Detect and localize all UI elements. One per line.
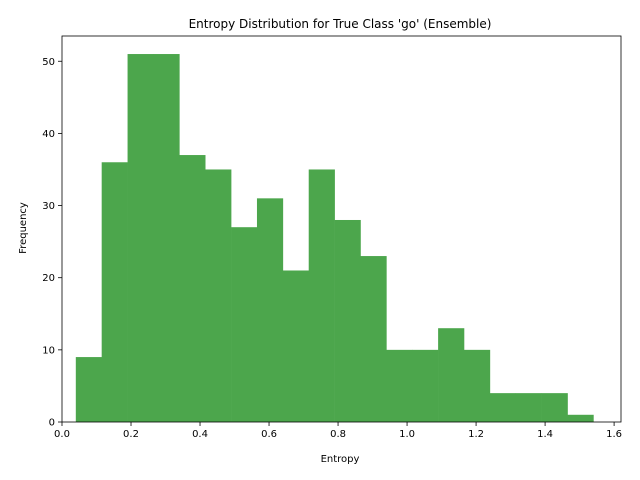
plot-frame: [61, 35, 622, 423]
histogram-bar: [231, 227, 258, 422]
histogram-bar: [463, 349, 491, 422]
x-tick-label: 0.0: [54, 429, 70, 440]
histogram-bar: [153, 54, 180, 422]
histogram-bar: [412, 349, 439, 422]
histogram-bar: [386, 349, 413, 422]
x-tick-label: 1.0: [399, 429, 415, 440]
histogram-bar: [75, 357, 102, 422]
chart-title: Entropy Distribution for True Class 'go'…: [189, 17, 492, 31]
y-tick-label: 40: [42, 129, 55, 140]
histogram-bar: [282, 270, 310, 422]
y-tick-label: 50: [42, 57, 55, 68]
y-tick-label: 20: [42, 273, 55, 284]
histogram-bar: [205, 169, 232, 422]
histogram-bar: [567, 414, 594, 422]
x-tick-label: 1.2: [468, 429, 484, 440]
x-tick-label: 0.6: [261, 429, 277, 440]
x-tick-label: 0.8: [330, 429, 346, 440]
y-tick-label: 10: [42, 345, 55, 356]
histogram-bar: [308, 169, 335, 422]
histogram-bar: [489, 393, 517, 422]
histogram-bar: [515, 393, 542, 422]
histogram-bar: [256, 198, 284, 422]
y-axis-label: Frequency: [18, 202, 29, 254]
histogram-bar: [438, 328, 465, 422]
y-tick-label: 0: [49, 418, 55, 429]
x-tick-label: 1.4: [537, 429, 553, 440]
y-tick-label: 30: [42, 201, 55, 212]
histogram-bar: [360, 256, 387, 422]
histogram-bar: [541, 393, 568, 422]
histogram-bar: [179, 155, 206, 422]
axes-group: 0.0 0.2 0.4 0.6 0.8 1.0 1.2 1.4 1.6 0 10 20 30 40 50: [42, 35, 622, 440]
histogram-bar: [334, 219, 361, 422]
x-tick-label: 0.2: [123, 429, 139, 440]
x-tick-label: 0.4: [192, 429, 208, 440]
histogram-bar: [127, 54, 154, 422]
bars-group: [75, 54, 594, 422]
x-tick-label: 1.6: [606, 429, 622, 440]
histogram-bar: [101, 162, 128, 422]
x-axis-label: Entropy: [321, 454, 360, 465]
